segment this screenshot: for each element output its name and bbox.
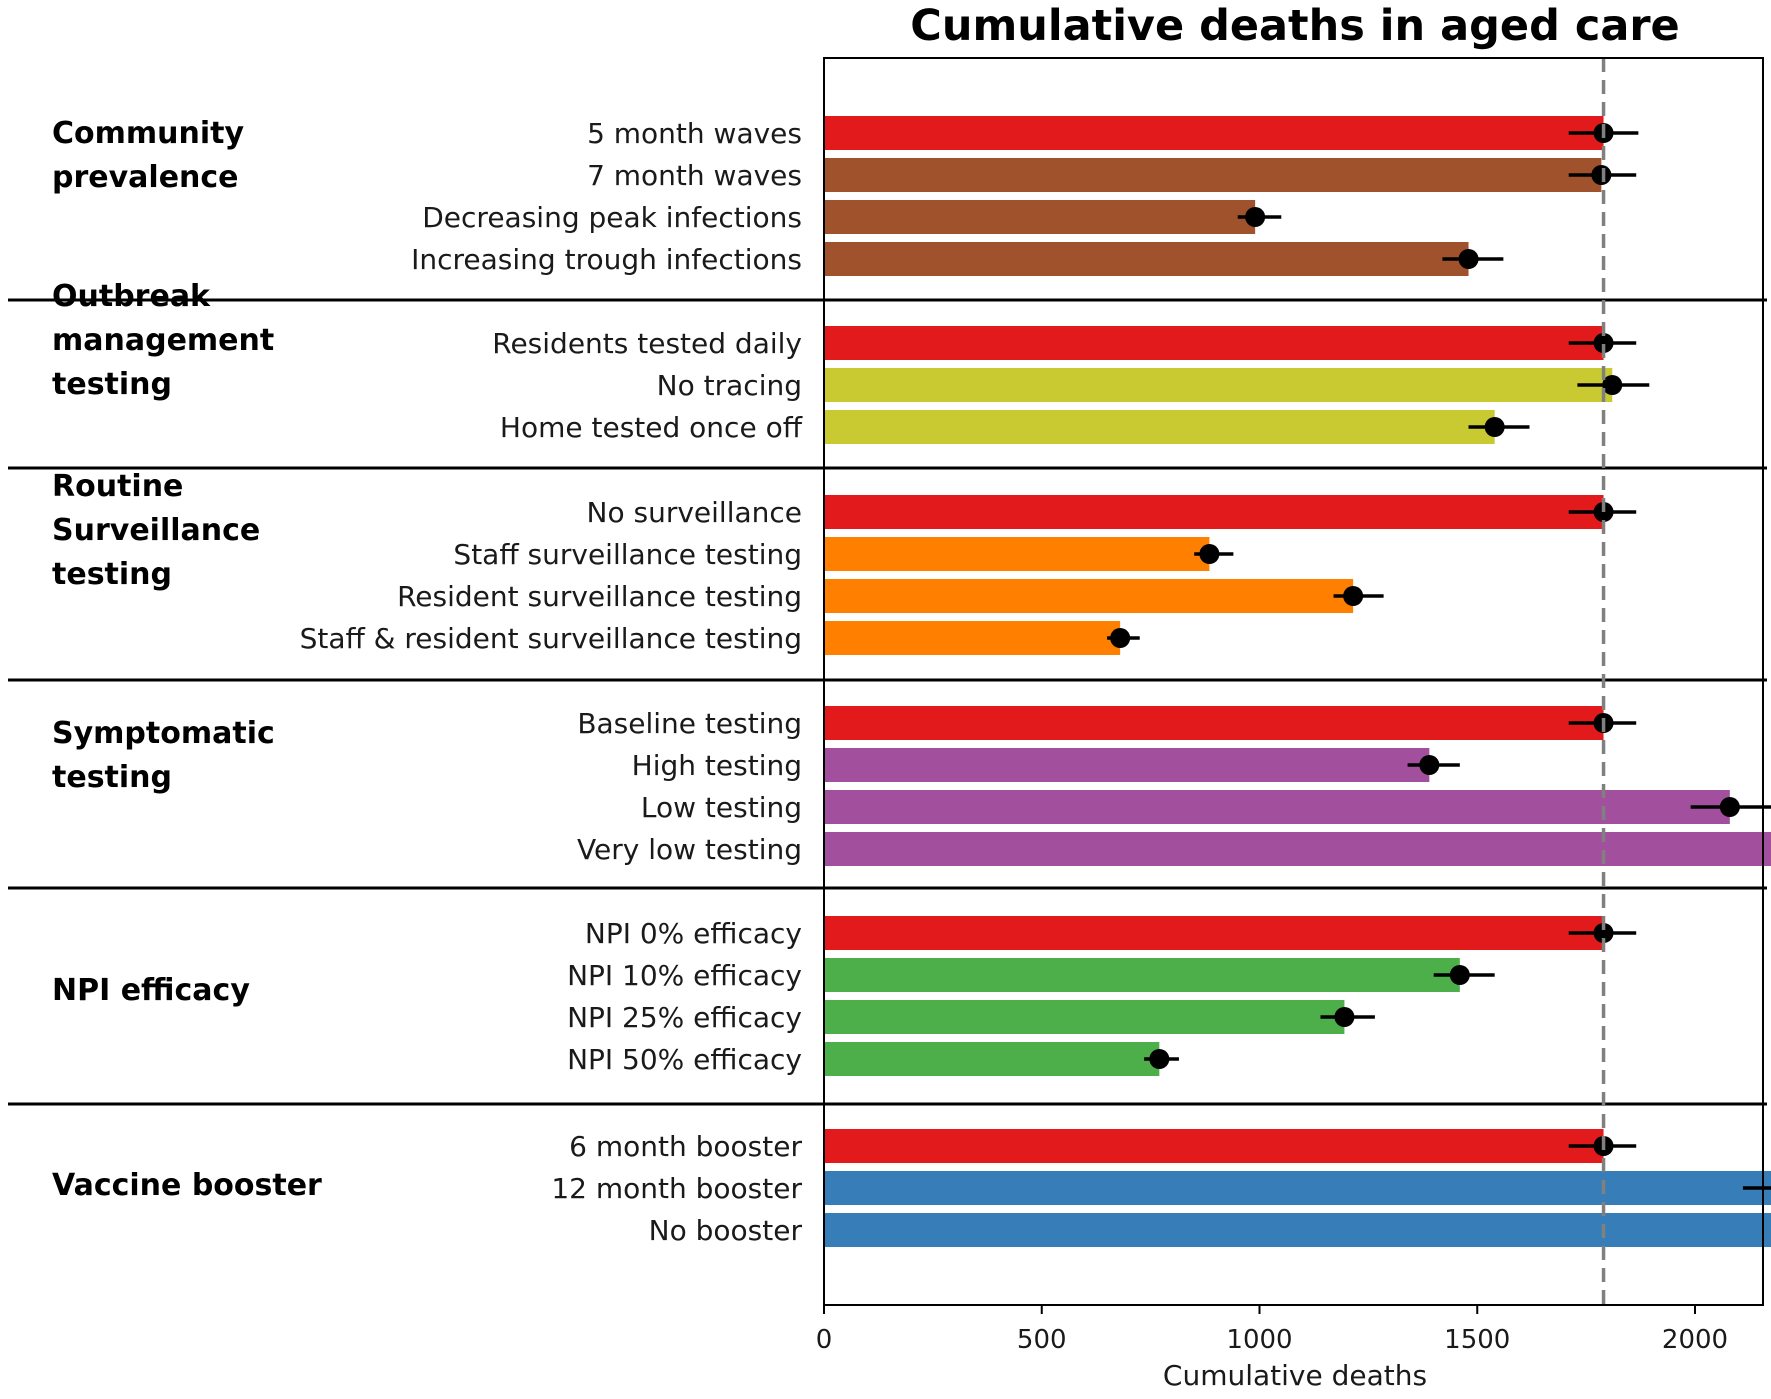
x-axis-label: Cumulative deaths: [1163, 1359, 1427, 1392]
group-label: NPI efficacy: [52, 973, 250, 1008]
group-label: Symptomatic: [52, 716, 275, 751]
group-label: Outbreak: [52, 279, 211, 314]
bar: [824, 1042, 1160, 1076]
data-point: [1419, 755, 1440, 775]
chart-title: Cumulative deaths in aged care: [910, 1, 1679, 51]
axes-frame: [823, 57, 1764, 1306]
bar-label: No tracing: [657, 369, 802, 402]
data-point: [1110, 628, 1131, 648]
bar: [824, 958, 1460, 992]
bar-label: High testing: [632, 749, 802, 782]
data-point: [1591, 165, 1612, 185]
bar: [824, 1000, 1345, 1034]
bar: [824, 916, 1604, 950]
group-label: Routine: [52, 469, 183, 504]
bar: [824, 1171, 1771, 1205]
group-label: Vaccine booster: [52, 1168, 322, 1203]
bar: [824, 621, 1121, 655]
bar-label: NPI 25% efficacy: [567, 1001, 802, 1034]
bar-label: Decreasing peak infections: [422, 201, 802, 234]
bar-label: Home tested once off: [500, 411, 803, 444]
bar: [824, 748, 1430, 782]
bar: [824, 579, 1354, 613]
data-point: [1602, 375, 1623, 395]
bar-label: Residents tested daily: [492, 327, 802, 360]
data-point: [1458, 249, 1479, 269]
data-point: [1593, 923, 1614, 943]
bar-label: No surveillance: [587, 496, 802, 529]
data-point: [1449, 965, 1470, 985]
data-point: [1245, 207, 1266, 227]
bar: [824, 368, 1613, 402]
bar-label: NPI 10% efficacy: [567, 959, 802, 992]
group-label: testing: [52, 557, 172, 592]
bar: [824, 158, 1602, 192]
data-point: [1334, 1007, 1355, 1027]
data-point: [1719, 797, 1740, 817]
x-tick-label: 500: [1017, 1325, 1067, 1355]
bar-label: Very low testing: [577, 833, 802, 866]
bar: [824, 326, 1604, 360]
bar-label: Low testing: [641, 791, 802, 824]
bar-label: Baseline testing: [577, 707, 802, 740]
bar-label: 12 month booster: [551, 1172, 802, 1205]
bar: [824, 832, 1771, 866]
bar-label: Staff & resident surveillance testing: [300, 622, 802, 655]
bar: [824, 116, 1604, 150]
x-tick-label: 1500: [1444, 1325, 1510, 1355]
bar-label: 6 month booster: [569, 1130, 802, 1163]
bar-label: Resident surveillance testing: [397, 580, 802, 613]
bar-label: NPI 0% efficacy: [585, 917, 802, 950]
group-label: management: [52, 323, 274, 358]
plot-area: Community prevalence 5 month waves 7 month …: [8, 57, 1771, 1355]
group-label: Community: [52, 116, 244, 151]
x-tick-label: 0: [816, 1325, 833, 1355]
bar-label: 7 month waves: [587, 159, 802, 192]
bar: [824, 242, 1469, 276]
group-label: Surveillance: [52, 513, 260, 548]
bar-label: NPI 50% efficacy: [567, 1043, 802, 1076]
bar-label: 5 month waves: [587, 117, 802, 150]
bar: [824, 790, 1730, 824]
data-point: [1593, 333, 1614, 353]
group-label: testing: [52, 760, 172, 795]
bar: [824, 706, 1604, 740]
bar: [824, 495, 1604, 529]
bar-label: Increasing trough infections: [411, 243, 802, 276]
bar: [824, 410, 1495, 444]
bar: [824, 1129, 1604, 1163]
bar: [824, 1213, 1771, 1247]
data-point: [1343, 586, 1364, 606]
bar-label: Staff surveillance testing: [453, 538, 802, 571]
data-point: [1484, 417, 1505, 437]
x-tick-label: 2000: [1662, 1325, 1728, 1355]
x-tick-label: 1000: [1226, 1325, 1292, 1355]
data-point: [1199, 544, 1220, 564]
bar: [824, 537, 1210, 571]
group-label: prevalence: [52, 160, 239, 195]
data-point: [1149, 1049, 1170, 1069]
bar-label: No booster: [649, 1214, 803, 1247]
bar: [824, 200, 1256, 234]
group-label: testing: [52, 367, 172, 402]
